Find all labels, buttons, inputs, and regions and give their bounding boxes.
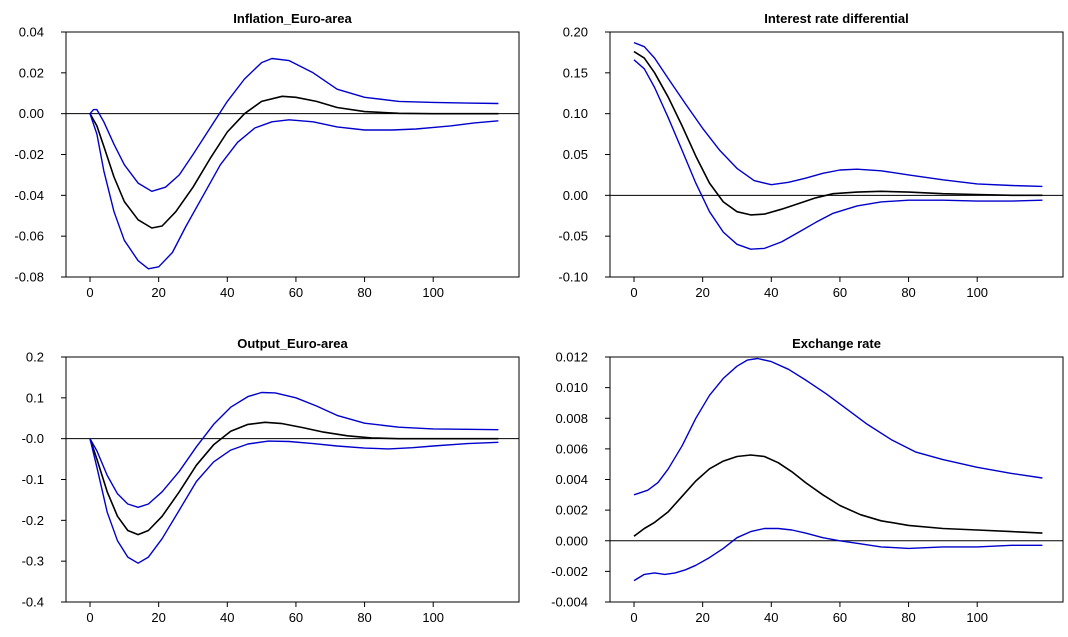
y-tick-label: -0.4 <box>22 595 44 610</box>
series-upper-line <box>89 57 499 192</box>
y-tick-label: 0.20 <box>563 25 588 40</box>
y-tick-label: 0.004 <box>555 472 588 487</box>
x-tick-label: 60 <box>289 610 303 625</box>
y-tick-label: 0.010 <box>555 380 588 395</box>
y-tick-label: 0.006 <box>555 441 588 456</box>
y-tick-label: -0.002 <box>551 564 588 579</box>
series-center-line <box>89 421 499 536</box>
x-tick-label: 100 <box>966 285 988 300</box>
panel-title: Inflation_Euro-area <box>233 11 352 26</box>
x-tick-label: 100 <box>422 610 444 625</box>
x-tick-label: 100 <box>966 610 988 625</box>
plot-frame <box>609 356 1064 603</box>
y-tick-label: 0.02 <box>19 65 44 80</box>
plot-frame <box>609 31 1064 278</box>
panel-0: Inflation_Euro-area -0.08 -0.06 -0.04 -0.02 0… <box>14 11 520 300</box>
series-upper-line <box>633 41 1043 188</box>
panel-title: Interest rate differential <box>764 11 909 26</box>
y-tick-label: 0.002 <box>555 503 588 518</box>
x-tick-label: 80 <box>901 285 915 300</box>
series-lower-line <box>633 59 1043 250</box>
x-tick-label: 80 <box>901 610 915 625</box>
x-tick-label: 20 <box>695 610 709 625</box>
x-tick-label: 80 <box>357 610 371 625</box>
y-tick-label: -0.10 <box>558 270 588 285</box>
series-center-line <box>633 454 1043 537</box>
x-tick-label: 20 <box>151 610 165 625</box>
x-tick-label: 100 <box>422 285 444 300</box>
y-tick-label: 0.2 <box>26 350 44 365</box>
x-tick-label: 80 <box>357 285 371 300</box>
x-tick-label: 0 <box>630 285 637 300</box>
y-tick-label: 0.00 <box>563 188 588 203</box>
x-tick-label: 40 <box>220 285 234 300</box>
plot-frame <box>65 31 520 278</box>
y-tick-label: 0.04 <box>19 25 44 40</box>
x-tick-label: 20 <box>151 285 165 300</box>
series-lower-line <box>89 438 499 564</box>
panel-3: Exchange rate -0.004 -0.002 0.000 0.002 0.004… <box>551 336 1064 625</box>
y-tick-label: -0.2 <box>22 513 44 528</box>
y-tick-label: -0.3 <box>22 554 44 569</box>
y-tick-label: 0.05 <box>563 147 588 162</box>
x-tick-label: 60 <box>289 285 303 300</box>
x-tick-label: 60 <box>833 285 847 300</box>
y-tick-label: 0.15 <box>563 65 588 80</box>
y-tick-label: 0.1 <box>26 390 44 405</box>
series-center-line <box>633 50 1043 216</box>
panel-1: Interest rate differential -0.10 -0.05 0.00… <box>558 11 1064 300</box>
panel-title: Output_Euro-area <box>237 336 348 351</box>
y-tick-label: -0.04 <box>14 188 44 203</box>
x-tick-label: 40 <box>764 610 778 625</box>
plot-frame <box>65 356 520 603</box>
y-tick-label: 0.10 <box>563 106 588 121</box>
series-lower-line <box>633 527 1043 582</box>
series-center-line <box>89 95 499 229</box>
x-tick-label: 0 <box>86 610 93 625</box>
series-upper-line <box>89 391 499 508</box>
x-tick-label: 0 <box>86 285 93 300</box>
y-tick-label: -0.08 <box>14 270 44 285</box>
y-tick-label: -0.1 <box>22 472 44 487</box>
y-tick-label: -0.02 <box>14 147 44 162</box>
x-tick-label: 20 <box>695 285 709 300</box>
y-tick-label: 0.008 <box>555 411 588 426</box>
y-tick-label: -0.06 <box>14 229 44 244</box>
series-upper-line <box>633 357 1043 496</box>
y-tick-label: 0.000 <box>555 533 588 548</box>
y-tick-label: -0.05 <box>558 229 588 244</box>
series-lower-line <box>89 113 499 270</box>
panel-2: Output_Euro-area -0.4 -0.3 -0.2 -0.1 -0.0 0.1 0… <box>22 336 520 625</box>
panel-title: Exchange rate <box>792 336 881 351</box>
y-tick-label: 0.00 <box>19 106 44 121</box>
x-tick-label: 40 <box>220 610 234 625</box>
y-tick-label: 0.012 <box>555 350 588 365</box>
x-tick-label: 0 <box>630 610 637 625</box>
x-tick-label: 40 <box>764 285 778 300</box>
y-tick-label: -0.0 <box>22 431 44 446</box>
x-tick-label: 60 <box>833 610 847 625</box>
y-tick-label: -0.004 <box>551 595 588 610</box>
